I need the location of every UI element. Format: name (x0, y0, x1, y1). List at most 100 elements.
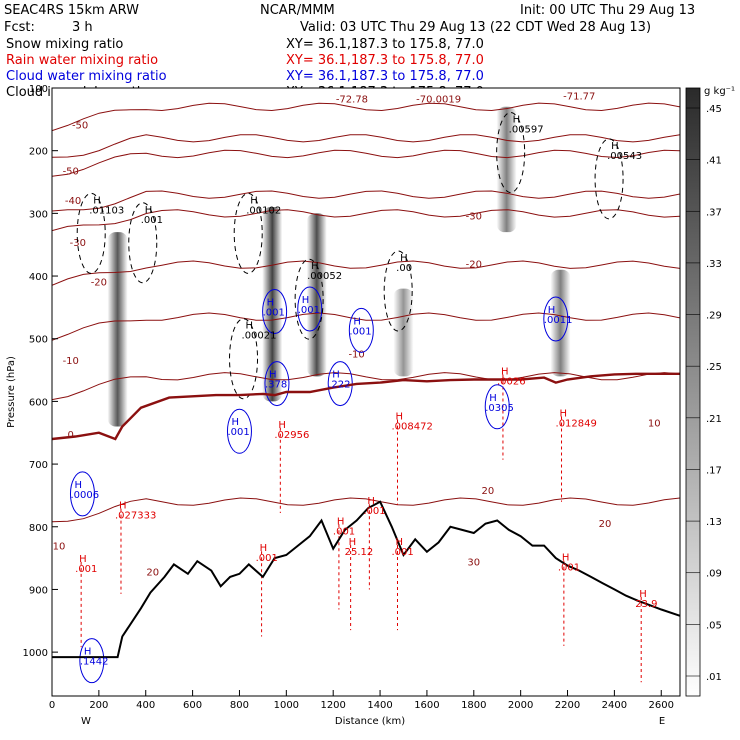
maximum-value-label: .001 (256, 553, 278, 564)
x-tick-label: 2400 (602, 700, 627, 711)
isotherm-label: 30 (467, 558, 480, 569)
x-tick-label: 800 (230, 700, 249, 711)
maximum-marker: H (260, 543, 268, 554)
isotherm-label: 10 (648, 418, 661, 429)
maximum-marker: H (349, 537, 357, 548)
snow-column (393, 288, 414, 377)
maximum-marker: H (93, 195, 101, 206)
isotherm-label: -20 (466, 259, 482, 270)
maximum-value-label: .0006 (70, 490, 99, 501)
maximum-value-label: .00 (396, 263, 412, 274)
isotherm-label: -50 (72, 121, 88, 132)
colorbar-tick-label: .41 (706, 156, 722, 167)
maximum-value-label: .001 (558, 563, 580, 574)
maximum-value-label: .012849 (556, 418, 597, 429)
y-axis-title: Pressure (hPa) (6, 356, 17, 428)
isotherm (52, 497, 680, 523)
forecast-hour: 3 h (72, 20, 93, 35)
cloud-ice-contour (383, 250, 413, 332)
maximum-marker: H (337, 516, 345, 527)
maximum-value-label: .001 (363, 506, 385, 517)
temperature-contours: -50 -50 -40 -30 -20 -10 0 10 20 20 20 30 10 -10 -20 -30… (52, 91, 680, 579)
forecast-label: Fcst: (4, 20, 35, 35)
colorbar-tick-label: .05 (706, 620, 722, 631)
x-tick-label: 1200 (320, 700, 345, 711)
maximum-value-label: .001 (263, 308, 285, 319)
maximum-marker: H (119, 501, 127, 512)
maximum-value-label: .001 (227, 427, 249, 438)
maximum-marker: H (353, 316, 361, 327)
maximum-marker: H (250, 195, 258, 206)
maximum-marker: H (74, 480, 82, 491)
y-tick-label: 600 (29, 397, 48, 408)
maximum-marker: H (639, 589, 647, 600)
colorbar-tick-label: .21 (706, 414, 722, 425)
colorbar-tick-label: .33 (706, 259, 722, 270)
x-tick-label: 1600 (414, 700, 439, 711)
x-tick-label: 2200 (555, 700, 580, 711)
cloud-ice-contour (294, 258, 324, 340)
maximum-marker: H (278, 420, 286, 431)
y-tick-label: 100 (29, 84, 48, 95)
snow-column (496, 106, 517, 233)
maximum-value-label: .0011 (544, 315, 573, 326)
maximum-value-label: .001 (333, 526, 355, 537)
colorbar-tick-label: .45 (706, 104, 722, 115)
x-tick-label: 2000 (508, 700, 533, 711)
isotherm (52, 260, 680, 286)
maximum-marker: H (332, 370, 340, 381)
maximum-value-label: 23.9 (635, 599, 657, 610)
maximum-value-label: .222 (328, 380, 350, 391)
isotherm-label: -30 (466, 212, 482, 223)
colorbar-unit: g kg⁻¹ (704, 86, 735, 97)
colorbar-tick-label: .25 (706, 362, 722, 373)
isotherm-label: -20 (91, 277, 107, 288)
colorbar-tick-label: .37 (706, 207, 722, 218)
maximum-value-label: .00543 (607, 151, 642, 162)
x-tick-label: 400 (136, 700, 155, 711)
x-axis: 0 200 400 600 800 1000 1200 1400 1600 1800 2000 220… (49, 690, 674, 711)
maximum-value-label: .027333 (115, 511, 156, 522)
maximum-marker: H (501, 366, 509, 377)
maximum-marker: H (367, 496, 375, 507)
maximum-marker: H (400, 253, 408, 264)
maximum-value-label: .001 (391, 547, 413, 558)
cloud-water-contour (262, 289, 288, 335)
cloud-water-contour (484, 384, 510, 430)
snow-column (107, 232, 128, 427)
maximum-value-label: .001 (75, 564, 97, 575)
maximum-value-label: .00102 (246, 205, 281, 216)
maximum-marker: H (560, 408, 568, 419)
field-xy: XY= 36.1,187.3 to 175.8, 77.0 (286, 69, 484, 84)
snow-column (262, 207, 283, 402)
maximum-marker: H (395, 537, 403, 548)
isotherm-label: -50 (63, 166, 79, 177)
maximum-value-label: .00597 (509, 125, 544, 136)
minimum-label: -70.0019 (416, 94, 461, 105)
cloud-ice-contour (496, 112, 526, 194)
x-tick-label: 0 (49, 700, 55, 711)
y-axis: 100 200 300 400 500 600 700 800 900 1000 (23, 84, 58, 659)
maximum-value-label: .00052 (307, 271, 342, 282)
maximum-marker: H (231, 417, 239, 428)
y-tick-label: 300 (29, 209, 48, 220)
colorbar-tick-label: .13 (706, 517, 722, 528)
x-tick-label: 1000 (274, 700, 299, 711)
y-tick-label: 500 (29, 335, 48, 346)
maximum-value-label: .001 (141, 215, 163, 226)
cloud-ice-contour (594, 138, 624, 220)
valid-time: Valid: 03 UTC Thu 29 Aug 13 (22 CDT Wed … (300, 20, 651, 35)
minimum-label: -72.78 (336, 94, 368, 105)
freezing-level-line (52, 372, 680, 441)
cloud-ice-contour (128, 202, 158, 284)
maximum-value-label: .001 (349, 326, 371, 337)
isotherm-label: -10 (63, 356, 79, 367)
cloud-water-contour (69, 471, 95, 517)
y-tick-label: 700 (29, 460, 48, 471)
maximum-marker: H (489, 393, 497, 404)
field-name: Snow mixing ratio (6, 37, 123, 52)
maximum-marker: H (269, 370, 277, 381)
x-tick-label: 2600 (649, 700, 674, 711)
isotherm (52, 372, 680, 401)
